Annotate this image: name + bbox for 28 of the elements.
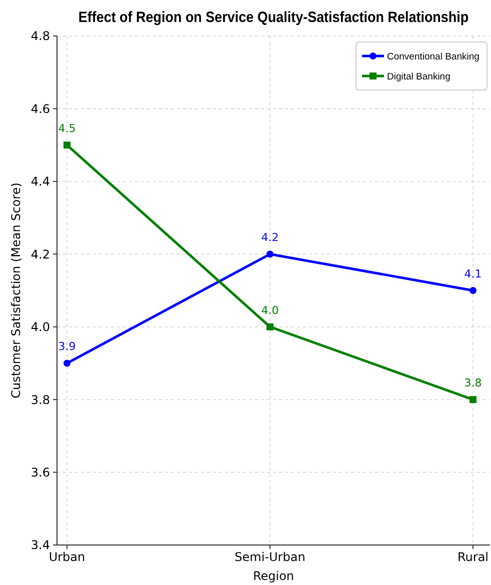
data-label: 3.8 [464,376,482,390]
y-tick-label: 4.6 [30,102,50,116]
legend-label: Digital Banking [387,71,450,82]
data-label: 4.1 [464,268,482,280]
data-label: 4.2 [261,231,279,244]
y-tick-label: 3.4 [30,538,50,552]
data-label: 3.9 [58,340,76,354]
point [470,396,476,404]
point [64,142,70,149]
y-tick-label: 4.4 [30,174,50,189]
x-tick-label: Rural [457,550,489,564]
x-axis-title: Region [252,569,294,583]
point [266,323,274,330]
y-axis-title: Customer Satisfaction (Mean Score) [9,182,23,398]
point [470,287,476,294]
y-tick-label: 4.8 [30,29,50,44]
y-tick-label: 4.2 [30,247,50,262]
legend-label: Conventional Banking [387,51,480,62]
data-label: 4.0 [261,304,279,317]
y-tick-label: 3.8 [30,392,50,407]
y-tick-label: 3.6 [30,465,50,480]
data-label: 4.5 [58,122,76,136]
point [266,250,274,258]
x-tick-label: Urban [48,550,86,564]
chart-title: Effect of Region on Service Quality-Satisfaction Relationship [78,9,469,26]
y-tick-label: 4.0 [30,320,50,334]
x-tick-label: Semi-Urban [234,550,306,564]
point [64,360,70,367]
